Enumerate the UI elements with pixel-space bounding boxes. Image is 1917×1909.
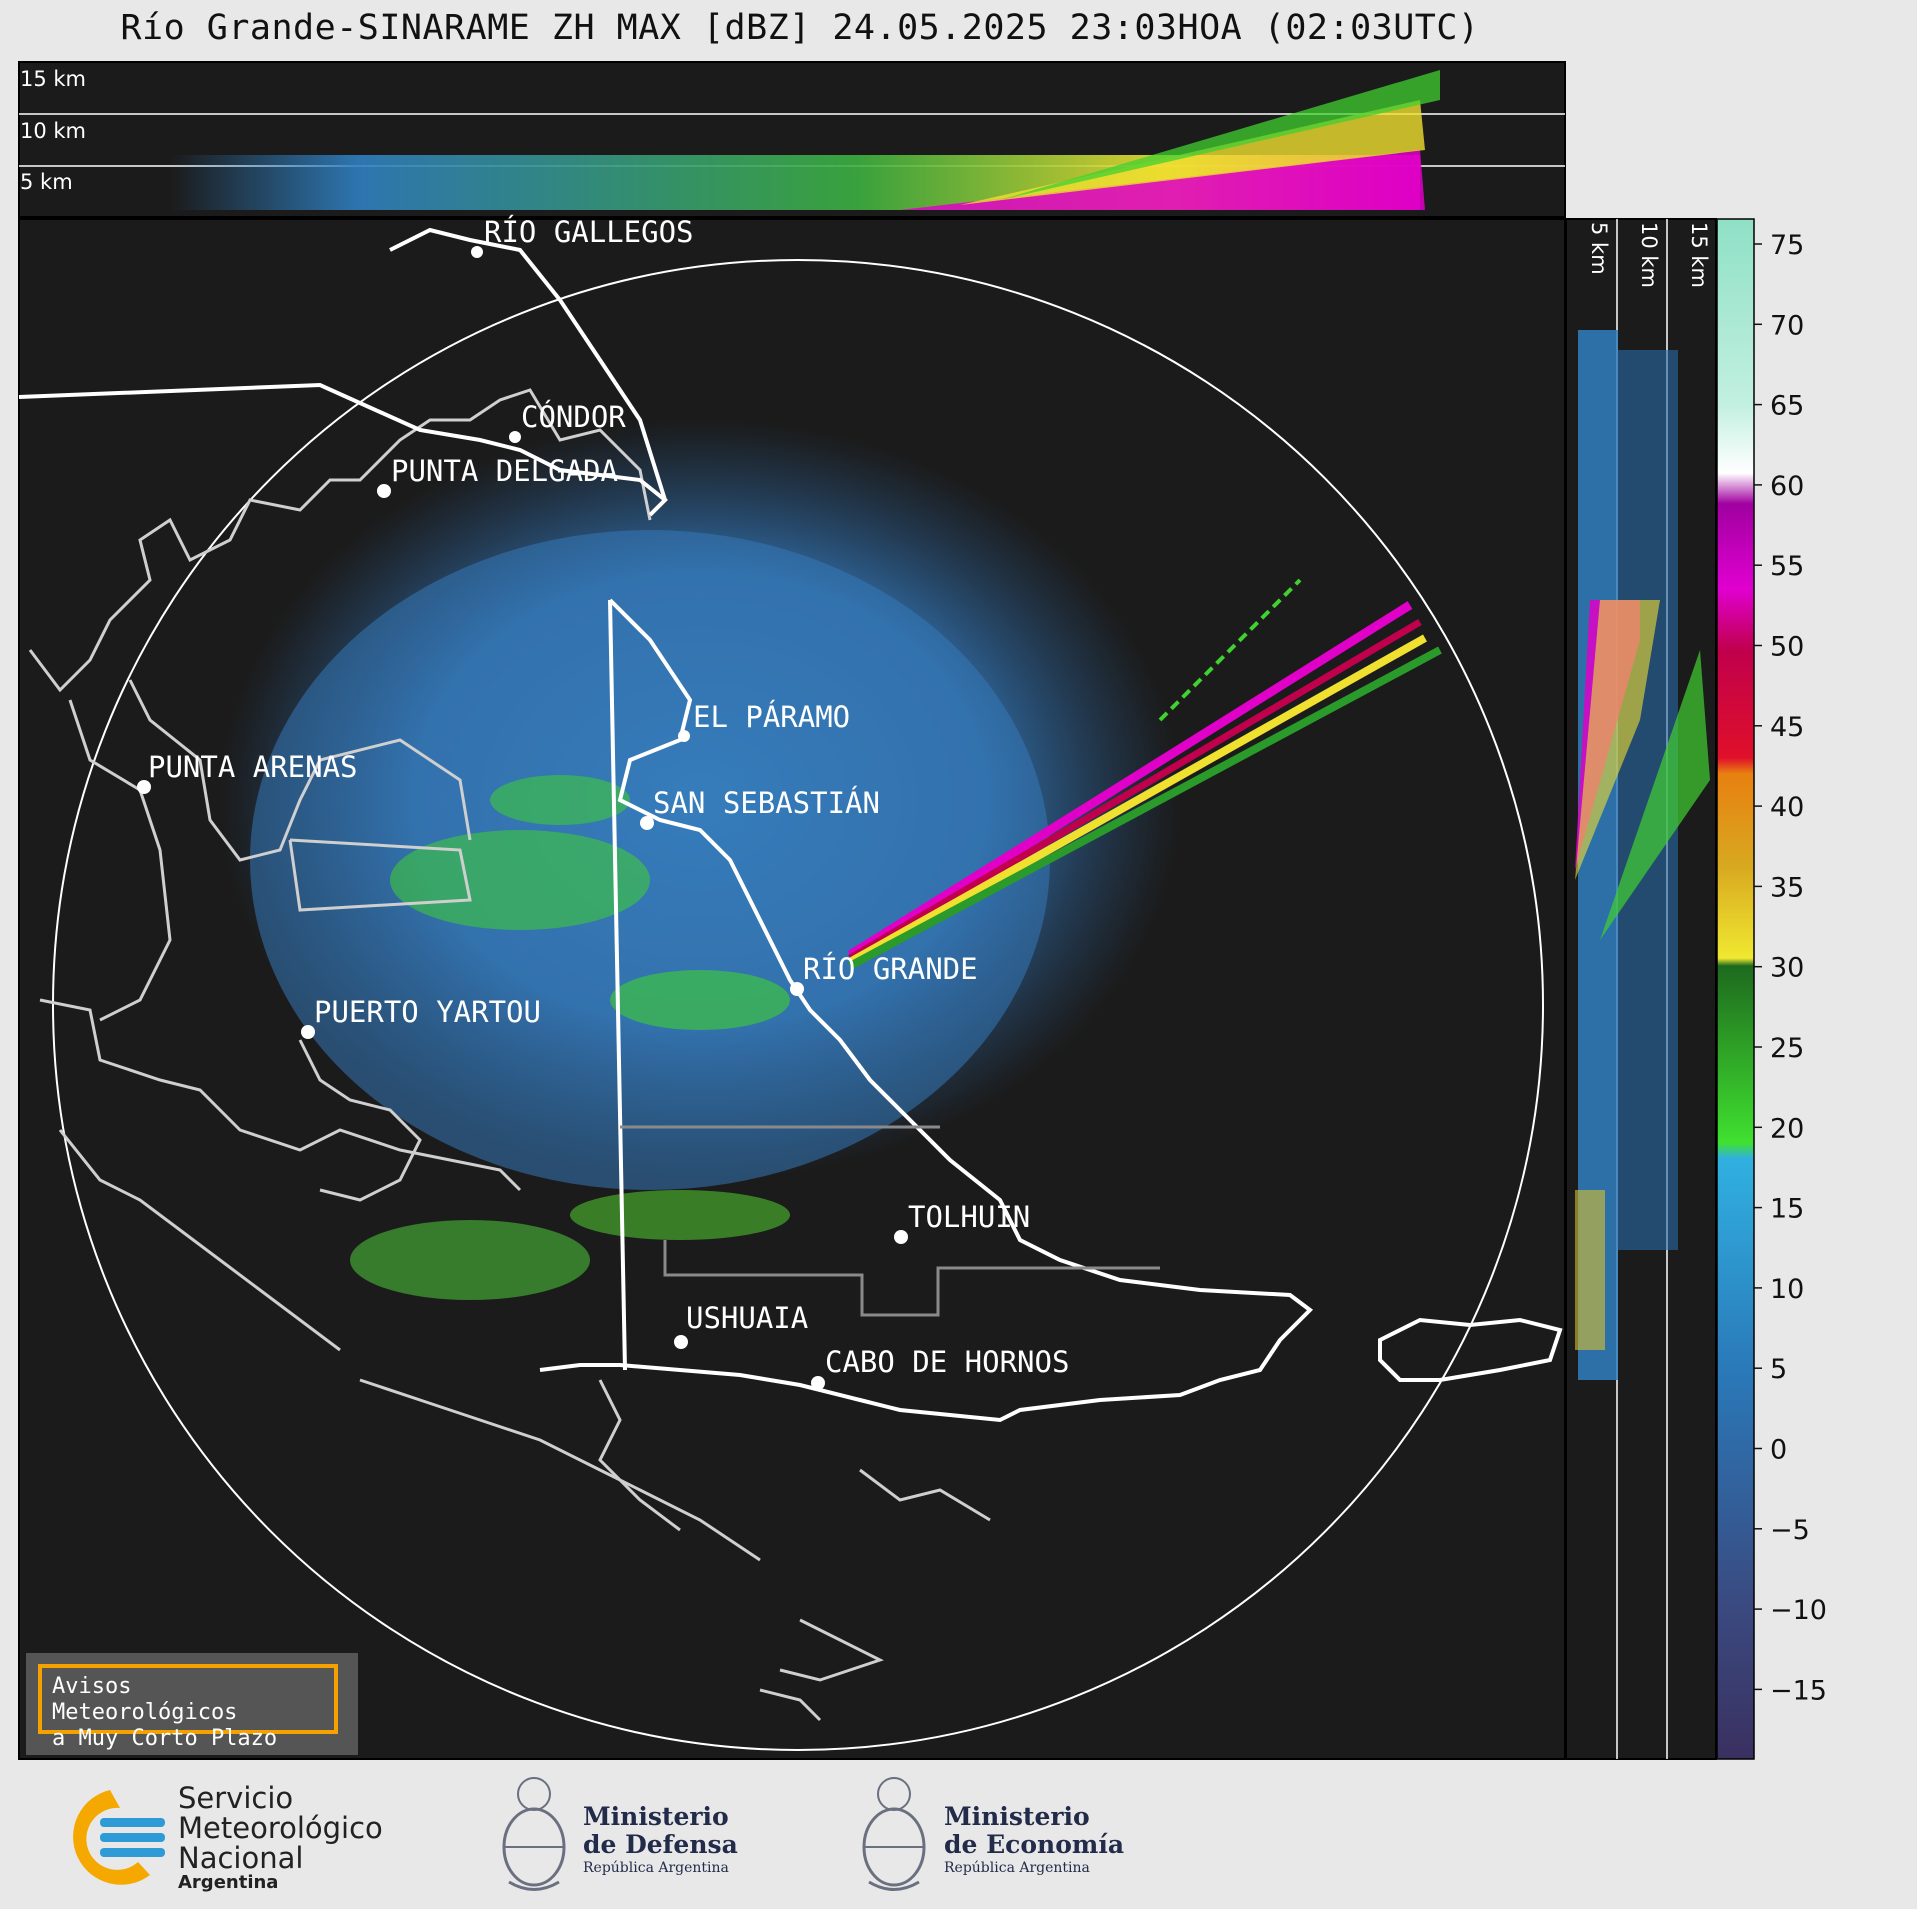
coat-of-arms-icon (862, 1777, 926, 1891)
city-label-tolhuin: TOLHUIN (908, 1200, 1030, 1234)
colorbar-tick-label: 55 (1770, 551, 1804, 582)
top-cross-section: 15 km 10 km 5 km (18, 61, 1566, 218)
city-dot-rio-gallegos (471, 246, 483, 258)
warning-box[interactable]: Avisos Meteorológicos a Muy Corto Plazo (26, 1653, 358, 1755)
city-label-san-sebastian: SAN SEBASTIÁN (653, 786, 880, 820)
city-label-rio-grande: RÍO GRANDE (803, 952, 978, 986)
side-alt-label-5: 5 km (1587, 222, 1611, 275)
city-dot-ushuaia (674, 1335, 688, 1349)
province-border (620, 1125, 1160, 1317)
defensa-line-2: de Defensa (583, 1830, 738, 1859)
warning-line-1: Avisos Meteorológicos (52, 1674, 238, 1725)
colorbar-tick-label: −15 (1770, 1675, 1827, 1706)
smn-line-4: Argentina (178, 1872, 279, 1893)
city-label-cabo-de-hornos: CABO DE HORNOS (825, 1345, 1069, 1379)
city-markers (137, 246, 908, 1390)
colorbar-tick-label: 15 (1770, 1194, 1804, 1225)
colorbar-tick-label: 40 (1770, 792, 1804, 823)
colorbar-tick-label: 60 (1770, 471, 1804, 502)
colorbar-tick-label: −5 (1770, 1515, 1810, 1546)
smn-logo-icon (73, 1790, 165, 1885)
city-dot-rio-grande (790, 982, 804, 996)
city-dot-tolhuin (894, 1230, 908, 1244)
main-map: RÍO GALLEGOS CÓNDOR PUNTA DELGADA EL PÁR… (18, 215, 1566, 1760)
smn-line-2: Meteorológico (178, 1811, 383, 1845)
defensa-line-1: Ministerio (583, 1802, 729, 1831)
side-alt-label-10: 10 km (1637, 222, 1661, 288)
city-label-ushuaia: USHUAIA (686, 1301, 808, 1335)
radar-echo-field (220, 420, 1180, 1300)
city-dot-condor (509, 431, 521, 443)
city-label-el-paramo: EL PÁRAMO (693, 700, 850, 734)
colorbar-tick-label: 35 (1770, 872, 1804, 903)
top-alt-label-15: 15 km (20, 67, 86, 91)
colorbar-tick-label: −10 (1770, 1595, 1827, 1626)
colorbar-tick-label: 10 (1770, 1274, 1804, 1305)
range-ring (52, 259, 1544, 1751)
coat-of-arms-icon (502, 1777, 566, 1891)
defensa-line-3: República Argentina (583, 1860, 729, 1876)
colorbar-tick-label: 30 (1770, 953, 1804, 984)
city-dot-punta-delgada (377, 484, 391, 498)
side-alt-label-15: 15 km (1687, 222, 1711, 288)
colorbar-tick-label: 5 (1770, 1354, 1787, 1385)
colorbar-tick-label: 70 (1770, 310, 1804, 341)
page-title: Río Grande-SINARAME ZH MAX [dBZ] 24.05.2… (120, 8, 1480, 48)
coastline (28, 388, 991, 1722)
colorbar-tick-label: 0 (1770, 1435, 1787, 1466)
radar-spikes (847, 578, 1442, 970)
city-dot-el-paramo (678, 730, 690, 742)
economia-line-1: Ministerio (944, 1802, 1090, 1831)
economia-line-3: República Argentina (944, 1860, 1090, 1876)
city-dot-punta-arenas (137, 780, 151, 794)
colorbar-tick-label: 65 (1770, 391, 1804, 422)
top-alt-label-5: 5 km (20, 170, 73, 194)
colorbar-tick-label: 75 (1770, 230, 1804, 261)
city-dot-san-sebastian (640, 816, 654, 830)
economia-line-2: de Economía (944, 1830, 1125, 1859)
city-label-punta-delgada: PUNTA DELGADA (391, 454, 618, 488)
border-line (608, 599, 627, 1371)
colorbar-tick-label: 50 (1770, 632, 1804, 663)
city-label-rio-gallegos: RÍO GALLEGOS (484, 215, 694, 249)
city-dot-puerto-yartou (301, 1025, 315, 1039)
side-cross-section: 5 km 10 km 15 km (1565, 218, 1717, 1760)
city-label-puerto-yartou: PUERTO YARTOU (314, 995, 541, 1029)
city-dot-cabo-de-hornos (811, 1376, 825, 1390)
smn-line-3: Nacional (178, 1841, 304, 1875)
city-label-punta-arenas: PUNTA ARENAS (148, 750, 358, 784)
top-alt-label-10: 10 km (20, 119, 86, 143)
colorbar-tick-label: 25 (1770, 1033, 1804, 1064)
argentina-coast-border (18, 227, 1563, 1423)
warning-line-2: a Muy Corto Plazo (52, 1726, 278, 1751)
colorbar-tick-label: 20 (1770, 1113, 1804, 1144)
city-label-condor: CÓNDOR (521, 400, 626, 434)
colorbar-tick-label: 45 (1770, 712, 1804, 743)
smn-line-1: Servicio (178, 1781, 294, 1815)
